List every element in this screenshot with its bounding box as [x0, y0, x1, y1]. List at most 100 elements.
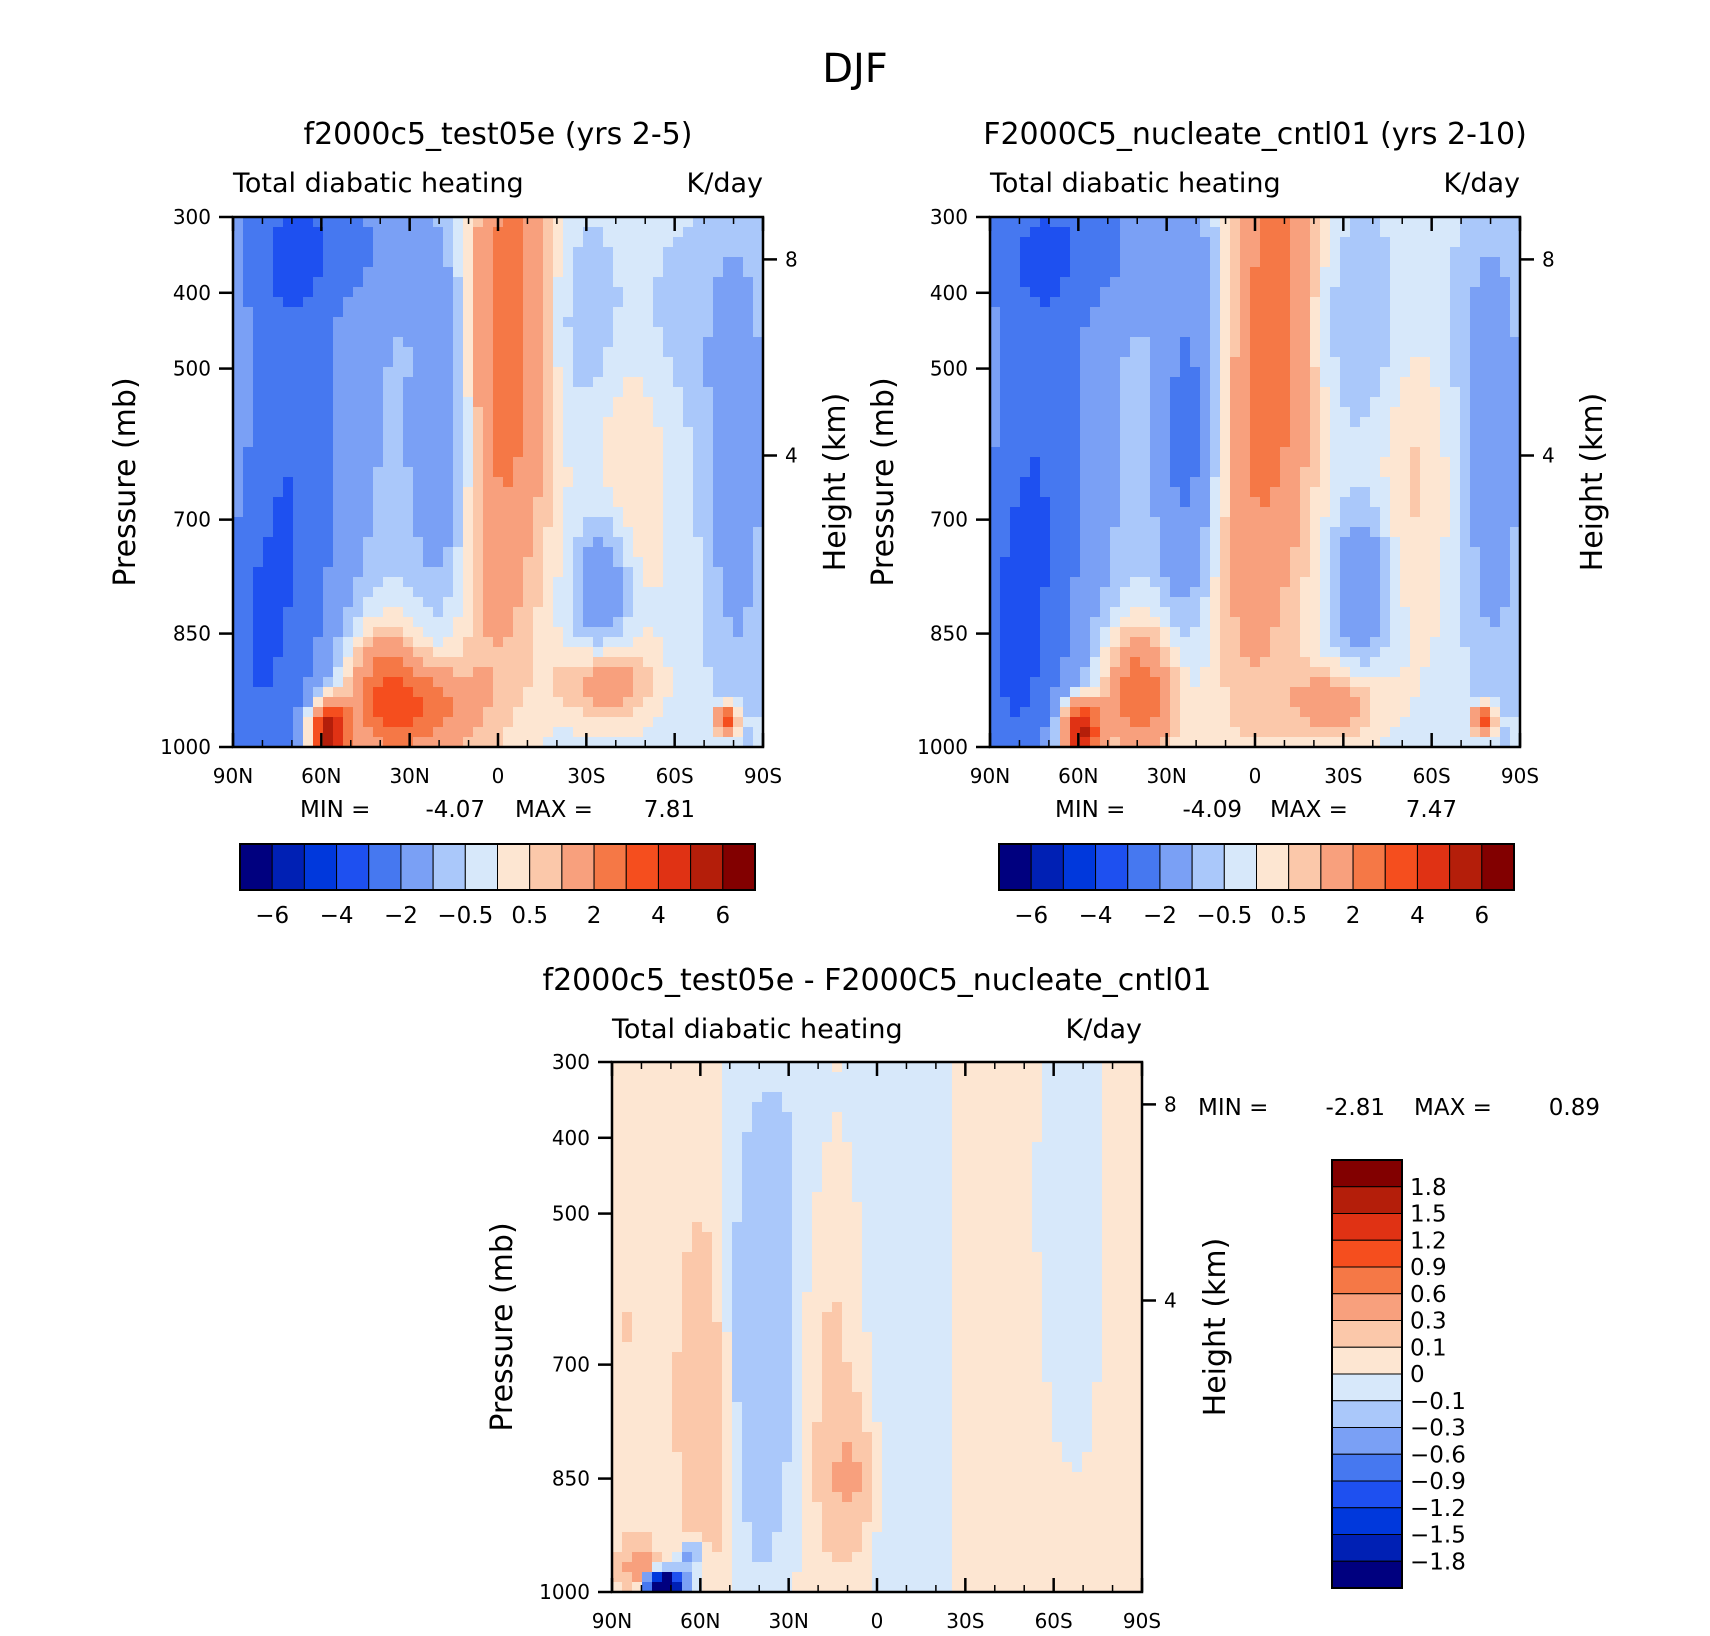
colorbar-swatch	[368, 843, 402, 891]
contour-cell	[1150, 287, 1161, 298]
contour-cell	[1400, 537, 1411, 548]
contour-cell	[1100, 397, 1111, 408]
contour-cell	[563, 217, 574, 228]
contour-cell	[233, 737, 244, 747]
contour-cell	[263, 587, 274, 598]
contour-cell	[233, 517, 244, 528]
contour-cell	[233, 267, 244, 278]
contour-cell	[1170, 217, 1181, 228]
contour-cell	[613, 567, 624, 578]
contour-cell	[1210, 447, 1221, 458]
contour-cell	[1010, 317, 1021, 328]
contour-cell	[543, 277, 554, 288]
contour-cell	[533, 487, 544, 498]
contour-cell	[573, 397, 584, 408]
contour-cell	[1390, 417, 1401, 428]
contour-cell	[603, 557, 614, 568]
contour-cell	[593, 587, 604, 598]
contour-cell	[1430, 367, 1441, 378]
contour-cell	[323, 657, 334, 668]
contour-cell	[1300, 337, 1311, 348]
contour-cell	[593, 707, 604, 718]
contour-cell	[1180, 407, 1191, 418]
contour-cell	[403, 377, 414, 388]
contour-cell	[1390, 397, 1401, 408]
contour-cell	[453, 447, 464, 458]
contour-cell	[743, 377, 754, 388]
contour-cell	[353, 387, 364, 398]
contour-cell	[1260, 557, 1271, 568]
contour-cell	[473, 437, 484, 448]
contour-cell	[1210, 357, 1221, 368]
contour-cell	[1290, 497, 1301, 508]
contour-cell	[1350, 577, 1361, 588]
contour-cell	[733, 677, 744, 688]
contour-cell	[1050, 397, 1061, 408]
contour-cell	[1260, 327, 1271, 338]
contour-cell	[683, 247, 694, 258]
contour-cell	[1460, 577, 1471, 588]
contour-cell	[1200, 297, 1211, 308]
contour-cell	[1050, 377, 1061, 388]
contour-cell	[1030, 497, 1041, 508]
contour-cell	[503, 577, 514, 588]
contour-cell	[573, 297, 584, 308]
contour-cell	[663, 227, 674, 238]
contour-cell	[1160, 387, 1171, 398]
contour-cell	[513, 437, 524, 448]
contour-cell	[1230, 437, 1241, 448]
contour-cell	[1290, 557, 1301, 568]
contour-cell	[1390, 357, 1401, 368]
contour-cell	[1360, 237, 1371, 248]
contour-cell	[1250, 537, 1261, 548]
contour-cell	[1030, 287, 1041, 298]
contour-cell	[473, 657, 484, 668]
contour-cell	[1290, 437, 1301, 448]
contour-cell	[1310, 427, 1321, 438]
contour-cell	[563, 477, 574, 488]
contour-cell	[1170, 237, 1181, 248]
x-tick-label: 30S	[567, 764, 605, 788]
contour-cell	[1510, 357, 1520, 368]
contour-cell	[1190, 457, 1201, 468]
contour-cell	[1210, 397, 1221, 408]
contour-cell	[1180, 357, 1191, 368]
contour-cell	[1340, 467, 1351, 478]
contour-cell	[1260, 297, 1271, 308]
contour-cell	[473, 497, 484, 508]
contour-cell	[503, 347, 514, 358]
contour-cell	[1090, 267, 1101, 278]
contour-cell	[1280, 537, 1291, 548]
contour-cell	[1010, 517, 1021, 528]
contour-cell	[533, 307, 544, 318]
contour-cell	[333, 687, 344, 698]
contour-cell	[483, 687, 494, 698]
contour-cell	[1010, 387, 1021, 398]
contour-cell	[1150, 397, 1161, 408]
contour-cell	[453, 377, 464, 388]
contour-cell	[1340, 357, 1351, 368]
contour-cell	[1270, 577, 1281, 588]
contour-cell	[1200, 307, 1211, 318]
contour-cell	[363, 617, 374, 628]
contour-cell	[513, 397, 524, 408]
contour-cell	[483, 617, 494, 628]
contour-cell	[243, 247, 254, 258]
contour-cell	[603, 647, 614, 658]
contour-cell	[243, 307, 254, 318]
contour-cell	[990, 427, 1001, 438]
contour-cell	[1070, 517, 1081, 528]
contour-cell	[603, 287, 614, 298]
contour-cell	[373, 447, 384, 458]
contour-cell	[333, 727, 344, 738]
contour-cell	[1210, 487, 1221, 498]
contour-cell	[1260, 217, 1271, 228]
contour-cell	[333, 497, 344, 508]
contour-cell	[263, 637, 274, 648]
contour-cell	[363, 357, 374, 368]
contour-cell	[543, 417, 554, 428]
contour-cell	[1210, 327, 1221, 338]
contour-cell	[633, 237, 644, 248]
contour-cell	[1030, 527, 1041, 538]
contour-cell	[433, 547, 444, 558]
